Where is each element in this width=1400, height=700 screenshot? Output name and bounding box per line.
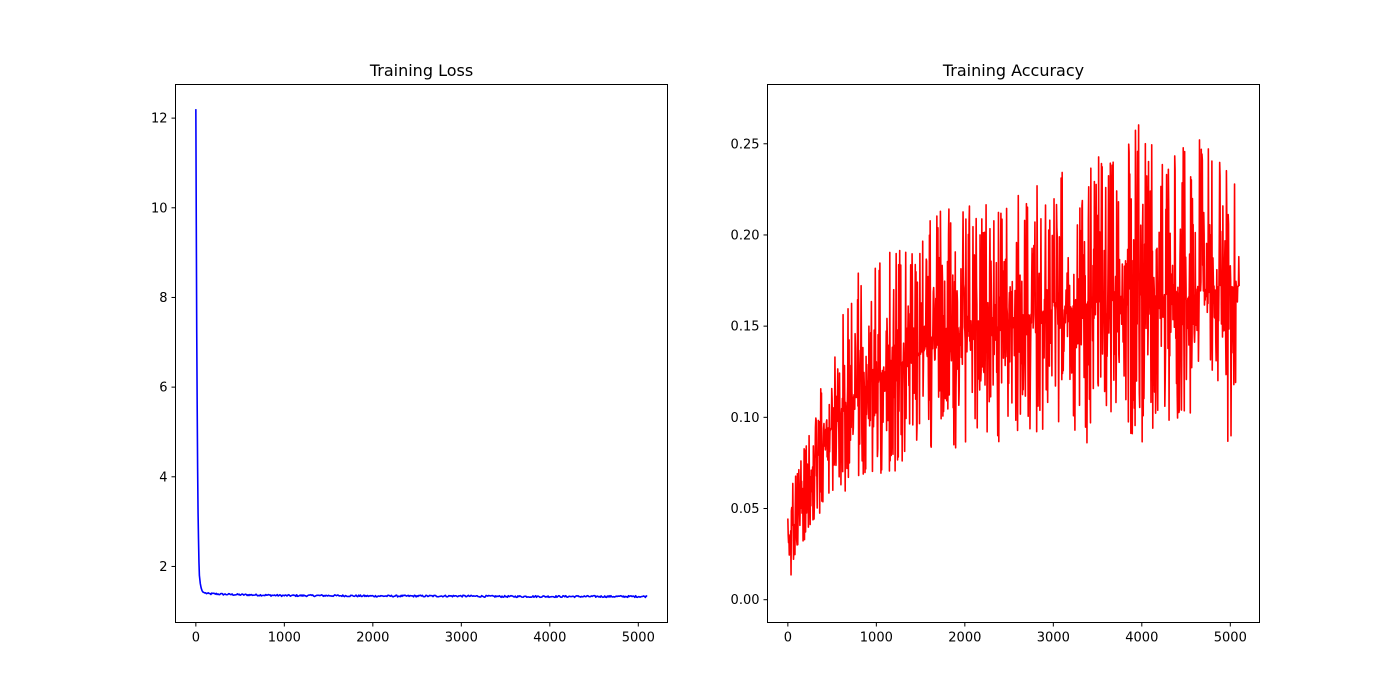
accuracy-xtick-label: 0 bbox=[784, 631, 792, 646]
loss-series-layer bbox=[195, 109, 648, 599]
loss-subplot: Training Loss 0 1000 2000 3000 4000 5000 2 4 6 8 1… bbox=[151, 61, 668, 646]
loss-ytick-label: 12 bbox=[151, 112, 168, 127]
loss-xtick-label: 0 bbox=[192, 631, 200, 646]
accuracy-xtick-label: 4000 bbox=[1125, 631, 1158, 646]
loss-axis-ticks: 0 1000 2000 3000 4000 5000 2 4 6 8 10 12 bbox=[151, 112, 655, 646]
accuracy-ytick-label: 0.00 bbox=[731, 593, 760, 608]
accuracy-axes-frame bbox=[767, 84, 1260, 623]
accuracy-xtick-label: 1000 bbox=[860, 631, 893, 646]
accuracy-series-line bbox=[787, 124, 1240, 576]
accuracy-ytick-label: 0.25 bbox=[731, 137, 760, 152]
accuracy-chart-title: Training Accuracy bbox=[942, 61, 1084, 80]
accuracy-xtick-label: 5000 bbox=[1214, 631, 1247, 646]
loss-xtick-label: 5000 bbox=[622, 631, 655, 646]
loss-axes-frame bbox=[175, 84, 668, 623]
loss-xtick-label: 2000 bbox=[356, 631, 389, 646]
loss-chart-title: Training Loss bbox=[369, 61, 473, 80]
loss-ytick-label: 4 bbox=[159, 470, 167, 485]
accuracy-subplot: Training Accuracy 0 1000 2000 3000 4000 50000… bbox=[731, 61, 1260, 646]
accuracy-series-layer bbox=[787, 124, 1240, 576]
accuracy-ytick-label: 0.15 bbox=[731, 320, 760, 335]
accuracy-axis-ticks: 0 1000 2000 3000 4000 5000 0.00 0.05 0.10 0.15 0.2… bbox=[731, 137, 1247, 645]
accuracy-xtick-label: 3000 bbox=[1037, 631, 1070, 646]
loss-xtick-label: 1000 bbox=[268, 631, 301, 646]
loss-ytick-label: 8 bbox=[159, 291, 167, 306]
loss-ytick-label: 10 bbox=[151, 201, 168, 216]
loss-series-line bbox=[195, 109, 648, 599]
accuracy-xtick-label: 2000 bbox=[948, 631, 981, 646]
loss-xtick-label: 4000 bbox=[533, 631, 566, 646]
accuracy-ytick-label: 0.20 bbox=[731, 228, 760, 243]
loss-ytick-label: 6 bbox=[159, 381, 167, 396]
accuracy-ytick-label: 0.10 bbox=[731, 411, 760, 426]
loss-ytick-label: 2 bbox=[159, 560, 167, 575]
loss-xtick-label: 3000 bbox=[445, 631, 478, 646]
accuracy-ytick-label: 0.05 bbox=[731, 502, 760, 517]
